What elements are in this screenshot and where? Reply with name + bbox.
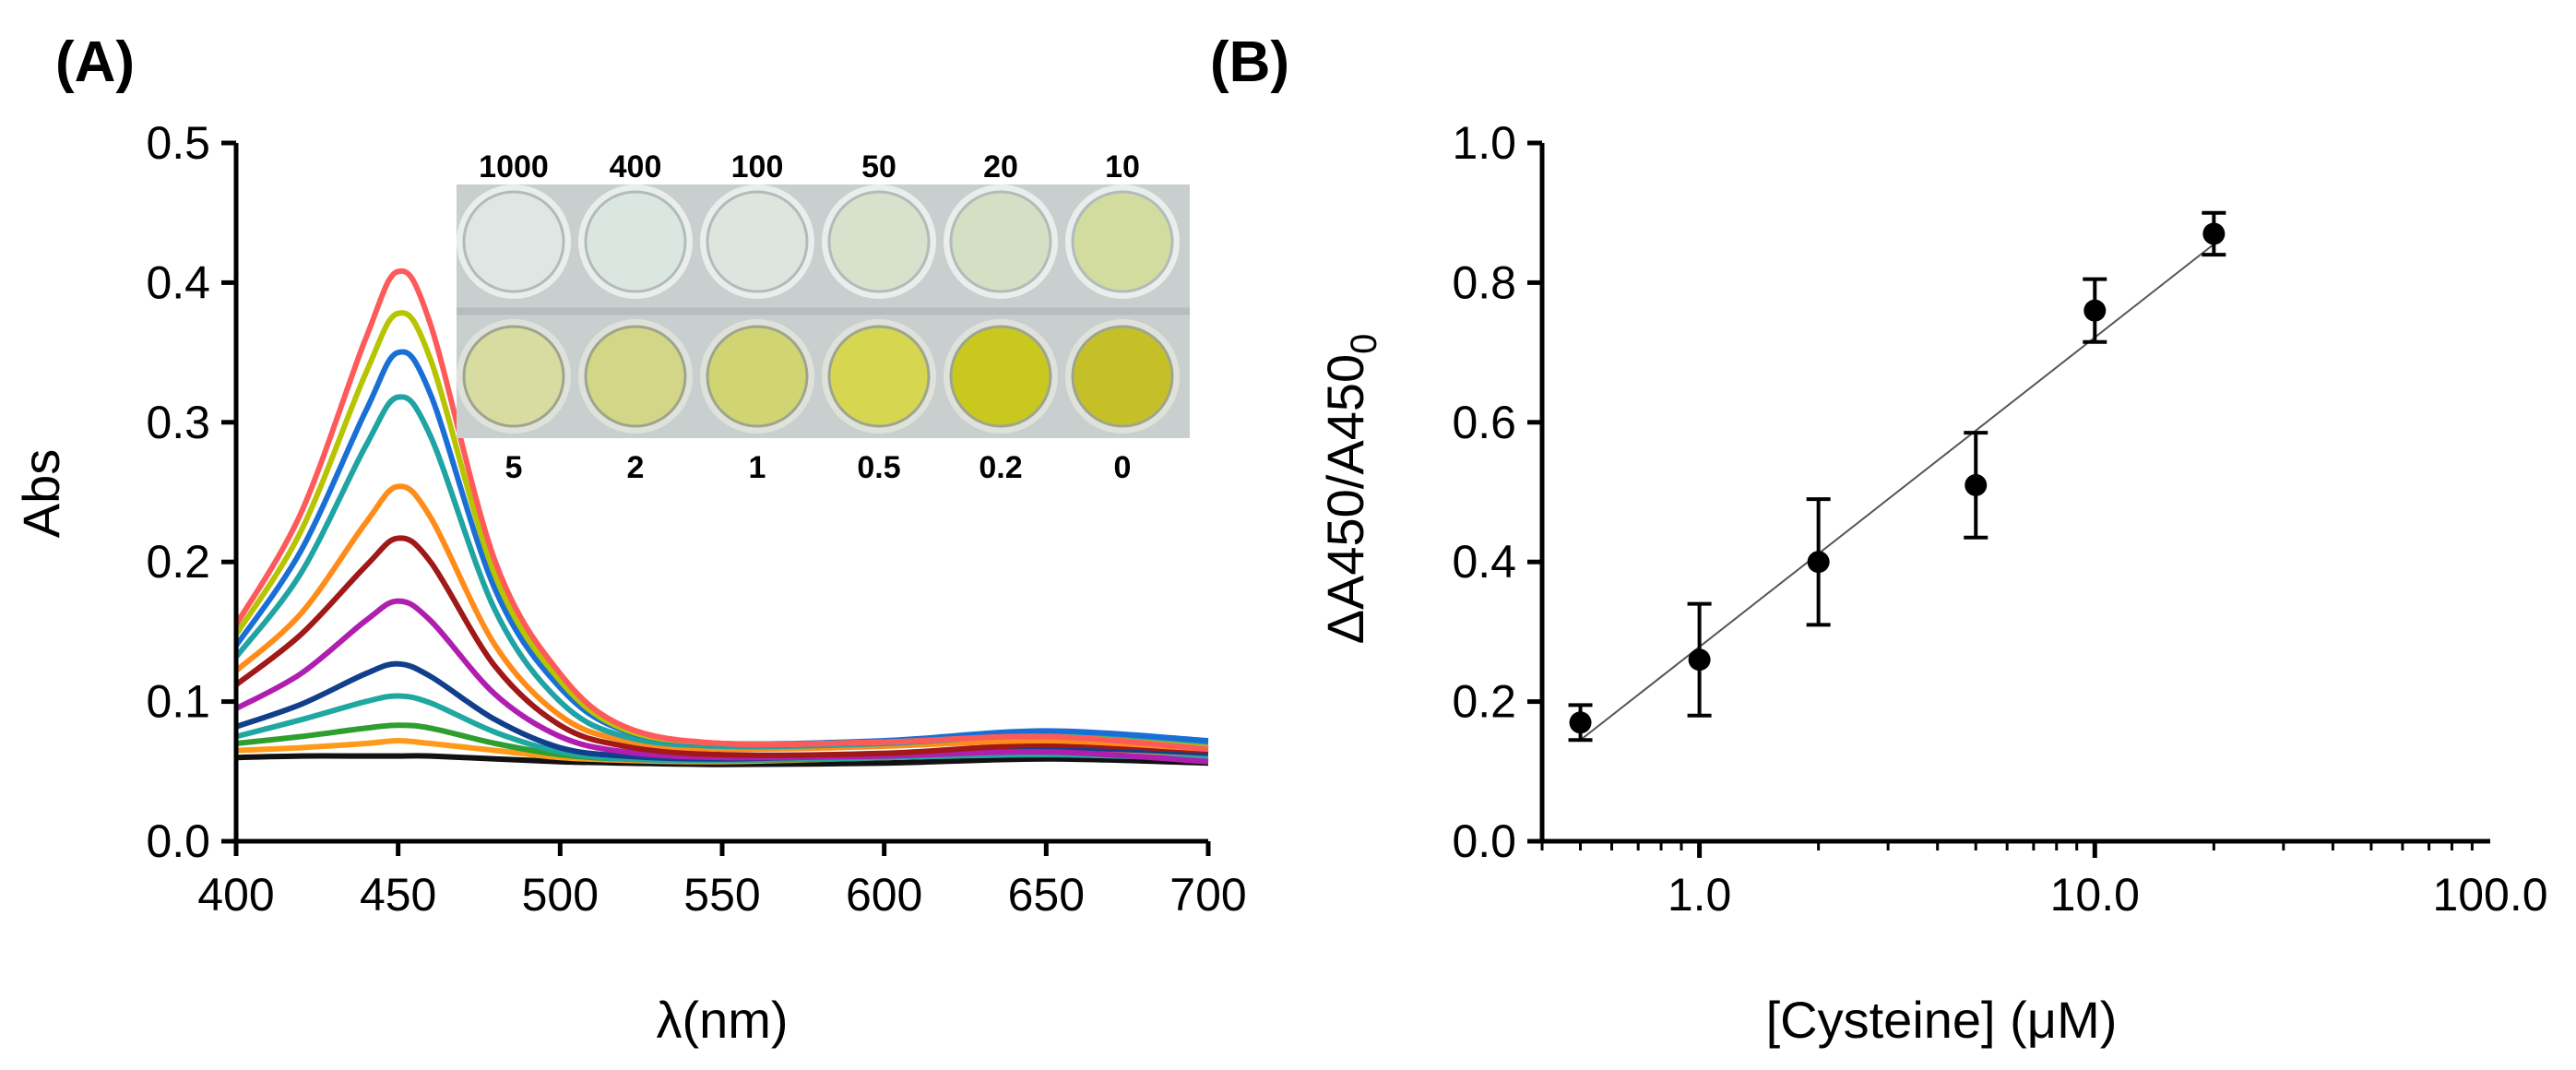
panel-a-x-tick-label: 450 <box>360 869 436 921</box>
panel-a-y-axis-title: Abs <box>12 449 70 539</box>
well-top <box>949 190 1052 293</box>
panel-a-x-tick-label: 550 <box>683 869 760 921</box>
panel-a-x-axis-title: λ(nm) <box>656 991 788 1049</box>
panel-b-y-tick-label: 1.0 <box>1452 117 1516 169</box>
spectrum-line-0 <box>235 753 1209 767</box>
well-label-top: 50 <box>861 149 896 184</box>
panel-b-y-tick-label: 0.4 <box>1452 536 1516 588</box>
well-bottom <box>706 325 809 428</box>
data-point <box>2083 299 2107 322</box>
well-label-bottom: 5 <box>505 450 523 485</box>
data-point <box>1807 551 1830 574</box>
panel-b-x-tick-label: 100.0 <box>2432 869 2547 921</box>
panel-b-y-axis-title-main: ΔA450/A450 <box>1316 354 1374 645</box>
panel-b-x-tick-label: 10.0 <box>2050 869 2140 921</box>
well-bottom <box>949 325 1052 428</box>
panel-b: (B) 0.0 0.2 0.4 0.6 0.8 1.0 1.0 10.0 100.0 ΔA45… <box>1210 30 2548 1049</box>
panel-a-y-ticks: 0.0 0.1 0.2 0.3 0.4 0.5 <box>146 117 236 867</box>
panel-b-y-tick-label: 0.6 <box>1452 397 1516 448</box>
spectrum-line-100 <box>233 349 1209 747</box>
well-top <box>827 190 931 293</box>
panel-a-x-ticks: 400 450 500 550 600 650 700 <box>197 841 1247 921</box>
well-label-top: 100 <box>731 149 784 184</box>
well-label-top: 1000 <box>479 149 549 184</box>
panel-b-y-tick-label: 0.8 <box>1452 256 1516 308</box>
panel-b-data-points <box>1568 210 2226 743</box>
well-bottom <box>827 325 931 428</box>
panel-b-y-ticks: 0.0 0.2 0.4 0.6 0.8 1.0 <box>1452 117 1542 867</box>
well-label-bottom: 2 <box>627 450 645 485</box>
well-top <box>584 190 687 293</box>
panel-b-x-ticks: 1.0 10.0 100.0 <box>1540 841 2548 921</box>
panel-a-y-tick-label: 0.5 <box>146 117 210 169</box>
panel-b-y-axis-title-subscript: 0 <box>1344 334 1384 354</box>
well-top <box>706 190 809 293</box>
panel-b-x-tick-label: 1.0 <box>1668 869 1732 921</box>
well-label-top: 20 <box>983 149 1018 184</box>
well-bottom <box>1071 325 1174 428</box>
panel-b-y-tick-label: 0.2 <box>1452 676 1516 728</box>
panel-a-y-tick-label: 0.2 <box>146 536 210 588</box>
well-label-bottom: 0.5 <box>857 450 900 485</box>
panel-b-x-axis-title: [Cysteine] (μM) <box>1766 991 2118 1049</box>
well-top <box>1071 190 1174 293</box>
panel-a-y-tick-label: 0.0 <box>146 815 210 867</box>
well-label-bottom: 0.2 <box>979 450 1022 485</box>
panel-b-label: (B) <box>1210 30 1289 94</box>
panel-a-x-tick-label: 400 <box>197 869 274 921</box>
well-label-top: 10 <box>1105 149 1140 184</box>
well-bottom <box>584 325 687 428</box>
well-plate-divider <box>457 307 1190 315</box>
data-point <box>1569 711 1592 734</box>
panel-a-x-tick-label: 500 <box>522 869 599 921</box>
data-point <box>1965 473 1988 496</box>
panel-b-y-axis-title: ΔA450/A4500 <box>1316 334 1384 645</box>
panel-a-y-tick-label: 0.1 <box>146 676 210 728</box>
panel-a: (A) 1000 400 100 50 20 10 5 2 1 0.5 0.2 0 0.0 0.1 0.2… <box>12 30 1247 1049</box>
spectrum-line-5 <box>234 598 1209 765</box>
panel-a-x-tick-label: 650 <box>1008 869 1085 921</box>
panel-b-y-tick-label: 0.0 <box>1452 815 1516 867</box>
panel-a-label: (A) <box>55 30 135 94</box>
well-label-bottom: 0 <box>1114 450 1132 485</box>
panel-a-x-tick-label: 600 <box>846 869 922 921</box>
data-point <box>2202 222 2226 245</box>
well-top <box>462 190 565 293</box>
panel-b-fit-line <box>1579 243 2214 742</box>
spectrum-line-10 <box>234 535 1209 758</box>
well-label-bottom: 1 <box>749 450 766 485</box>
well-label-top: 400 <box>610 149 662 184</box>
spectrum-line-50 <box>233 394 1209 750</box>
panel-a-x-tick-label: 700 <box>1169 869 1246 921</box>
spectrum-line-1000 <box>233 268 1209 753</box>
data-point <box>1688 648 1711 672</box>
well-bottom <box>462 325 565 428</box>
panel-a-y-tick-label: 0.3 <box>146 397 210 448</box>
panel-a-series-lines <box>233 268 1209 767</box>
well-plate-inset: 1000 400 100 50 20 10 5 2 1 0.5 0.2 0 <box>457 149 1190 485</box>
spectrum-line-20 <box>234 483 1209 753</box>
panel-a-y-tick-label: 0.4 <box>146 256 210 308</box>
